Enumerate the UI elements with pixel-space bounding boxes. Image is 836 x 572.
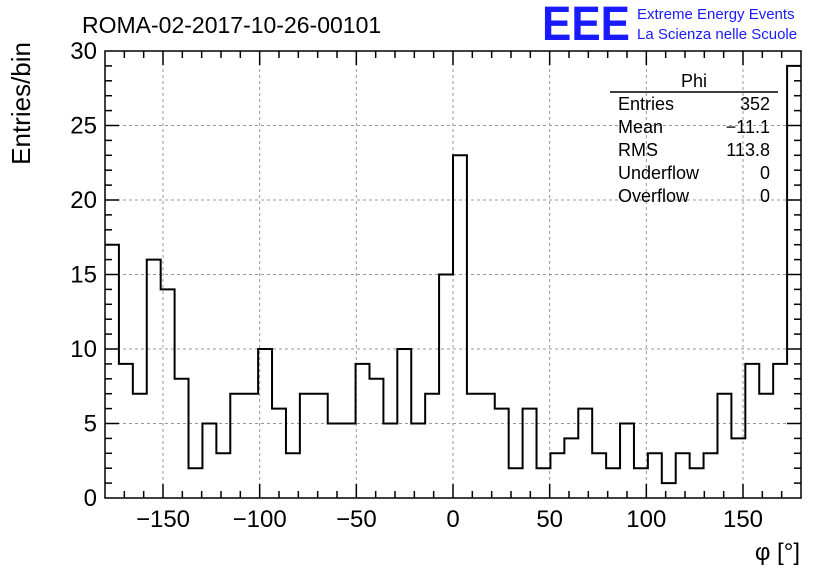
y-axis-ticks: 0 5 10 15 20 25 30 bbox=[70, 38, 801, 512]
y-tick-label: 20 bbox=[70, 187, 97, 214]
y-axis-label: Entries/bin bbox=[6, 42, 36, 165]
y-tick-label: 10 bbox=[70, 336, 97, 363]
x-tick-label: −100 bbox=[233, 506, 287, 533]
logo-mark: EEE bbox=[542, 0, 630, 51]
x-tick-label: −150 bbox=[136, 506, 190, 533]
x-tick-label: 50 bbox=[536, 506, 563, 533]
eee-logo: EEE Extreme Energy Events La Scienza nel… bbox=[542, 0, 797, 51]
y-tick-label: 5 bbox=[84, 411, 97, 438]
x-axis-ticks: −150 −100 −50 0 50 100 150 bbox=[123, 51, 783, 533]
x-tick-label: 150 bbox=[723, 506, 763, 533]
stats-label: Overflow bbox=[618, 186, 690, 206]
histogram-line bbox=[105, 64, 801, 485]
stats-value: 0 bbox=[760, 186, 770, 206]
x-axis-label: φ [°] bbox=[755, 539, 800, 566]
stats-value: −11.1 bbox=[726, 117, 770, 137]
chart-title: ROMA-02-2017-10-26-00101 bbox=[82, 12, 381, 38]
stats-label: Entries bbox=[618, 94, 674, 114]
x-tick-label: 100 bbox=[626, 506, 666, 533]
stats-label: Underflow bbox=[618, 163, 700, 183]
logo-line-2: La Scienza nelle Scuole bbox=[637, 26, 797, 43]
y-tick-label: 0 bbox=[84, 485, 97, 512]
stats-box: Phi Entries 352 Mean −11.1 RMS 113.8 Underflow… bbox=[610, 71, 778, 206]
x-tick-label: −50 bbox=[336, 506, 377, 533]
y-tick-label: 25 bbox=[70, 113, 97, 140]
stats-value: 352 bbox=[740, 94, 770, 114]
stats-value: 0 bbox=[760, 163, 770, 183]
stats-rows: Entries 352 Mean −11.1 RMS 113.8 Underflow 0 Ove… bbox=[618, 94, 770, 206]
x-tick-label: 0 bbox=[446, 506, 459, 533]
stats-value: 113.8 bbox=[726, 140, 770, 160]
logo-line-1: Extreme Energy Events bbox=[637, 6, 795, 23]
stats-title: Phi bbox=[681, 71, 707, 91]
y-tick-label: 30 bbox=[70, 38, 97, 65]
y-tick-label: 15 bbox=[70, 262, 97, 289]
stats-label: RMS bbox=[618, 140, 658, 160]
stats-label: Mean bbox=[618, 117, 663, 137]
